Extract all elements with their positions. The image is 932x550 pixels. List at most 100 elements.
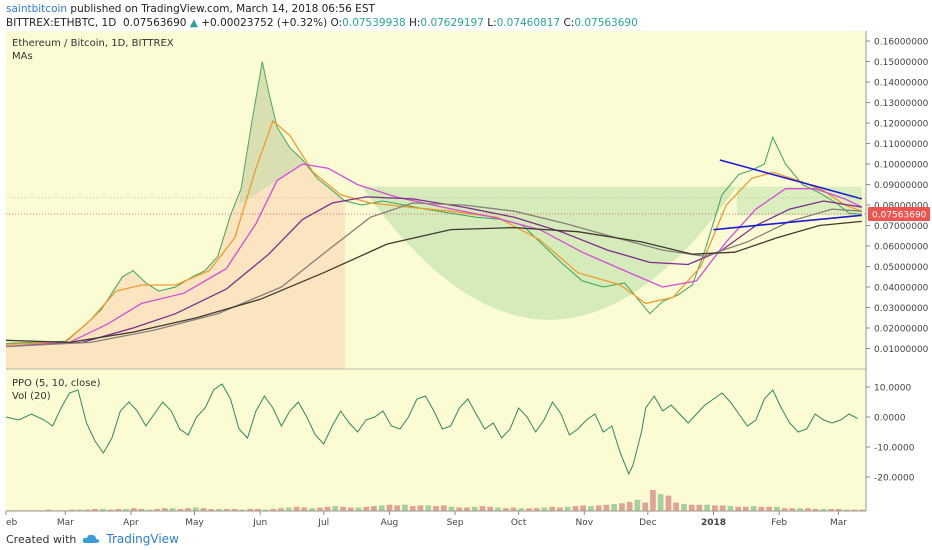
volume-bar [192,507,199,511]
price-tick-label: 0.05000000 [874,263,929,273]
volume-bar [123,508,129,511]
publish-info: published on TradingView.com, March 14, … [70,3,375,15]
volume-bar [131,508,137,511]
time-tick-label: Nov [575,518,593,528]
high-label: H: [408,17,421,29]
time-tick-label: Jul [317,518,329,528]
symbol-label: BITTREX:ETHBTC, 1D [6,17,117,29]
time-tick-label: Mar [57,518,74,528]
volume-bar [177,508,184,511]
price-tick-label: 0.08000000 [874,202,929,212]
volume-bar [185,508,191,511]
volume-bar [603,504,610,511]
volume-bar [634,499,641,511]
volume-bar [580,505,586,511]
ppo-tick-label: -10.0000 [874,444,915,454]
chart-canvas[interactable]: 0.16000000 0.15000000 0.14000000 0.13000000… [0,31,932,529]
volume-bar [595,505,602,511]
volume-bar [425,505,432,511]
volume-bar [533,508,540,511]
volume-bar [409,506,416,511]
ppo-pane-title: PPO (5, 10, close) [12,378,101,389]
volume-bar [347,507,354,511]
price-tick-label: 0.01000000 [874,345,929,355]
cloud-icon [83,534,100,543]
volume-bar [502,508,509,511]
price-tick-label: 0.04000000 [874,284,929,294]
volume-bar [727,506,734,511]
volume-bar [247,508,253,511]
peak-fill [239,61,303,206]
volume-bar [324,506,331,511]
volume-bar [642,502,648,511]
volume-bar [402,504,408,511]
time-tick-label: 2018 [701,518,726,528]
volume-bar [650,490,656,511]
trendline-1 [719,159,862,200]
price-tick-label: 0.10000000 [874,161,929,171]
last-price: 0.07563690 [123,17,187,29]
ppo-tick-label: 10.0000 [874,384,911,394]
volume-bar [572,506,579,511]
moving-average-4 [5,202,862,348]
volume-bar [371,506,377,511]
volume-bar [84,509,91,511]
volume-bar [386,504,393,511]
publish-header: saintbitcoin published on TradingView.co… [6,3,375,15]
price-change: +0.00023752 (+0.32%) [201,17,328,29]
price-area-fill [6,61,345,369]
volume-bar [843,509,850,511]
volume-bar [526,508,532,511]
ma-legend: MAs [12,51,33,62]
open-label: O: [330,17,343,29]
high-value: 0.07629197 [420,17,484,29]
ppo-tick-label: -20.0000 [874,474,915,484]
volume-bar [836,508,842,511]
time-tick-label: Feb [771,518,787,528]
time-tick-label: Jun [252,518,267,528]
price-tick-label: 0.14000000 [874,79,929,89]
price-tick-label: 0.12000000 [874,120,929,130]
volume-bar [216,508,222,511]
footer: Created with TradingView [6,532,179,546]
volume-bar [820,508,827,511]
volume-bar [719,505,726,511]
moving-average-2 [5,163,863,348]
volume-bar [92,508,98,511]
volume-bar [557,507,563,511]
volume-bar [510,507,517,511]
trendline-2 [713,214,862,231]
volume-bar [805,508,811,511]
volume-bar [789,508,796,511]
handle-shape [736,186,862,216]
volume-bar [735,506,741,511]
last-price-badge-label: 0.07563690 [872,210,927,220]
time-tick-label: Aug [381,518,399,528]
chart-background [6,31,866,511]
volume-bar [270,508,277,511]
price-tick-label: 0.07000000 [874,222,929,232]
volume-bar [657,494,664,511]
volume-bar [340,506,346,511]
volume-bar [704,504,710,511]
chart-area[interactable]: 0.16000000 0.15000000 0.14000000 0.13000000… [0,31,932,529]
ohlc-header: BITTREX:ETHBTC, 1D 0.07563690 ▲ +0.00023… [6,17,638,29]
volume-bar [208,508,215,511]
volume-bar [549,506,555,511]
volume-bar [471,506,478,511]
volume-bar [673,502,679,511]
volume-bar [154,508,160,511]
low-label: L: [487,17,497,29]
price-tick-label: 0.09000000 [874,181,929,191]
volume-bar [743,506,749,511]
volume-bar [611,504,617,511]
volume-bar [797,508,803,511]
volume-bar [758,506,765,511]
close-label: C: [563,17,575,29]
volume-bar [254,508,261,511]
up-arrow-icon: ▲ [189,17,198,29]
tradingview-brand[interactable]: TradingView [106,532,179,546]
author-link[interactable]: saintbitcoin [6,3,68,15]
volume-bar [69,509,75,511]
volume-bar [278,508,284,511]
